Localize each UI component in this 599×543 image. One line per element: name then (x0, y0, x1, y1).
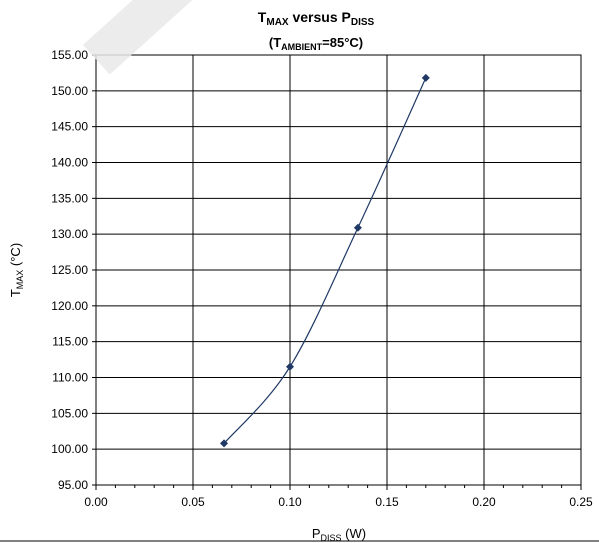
x-tick-label: 0.15 (375, 495, 399, 509)
tick-labels: 95.00 100.00 105.00 110.00 115.00 120.00 125.0… (51, 48, 593, 509)
x-tick-label: 0.05 (181, 495, 205, 509)
chart-subtitle-close: =85°C) (322, 35, 363, 50)
x-tick-label: 0.20 (472, 495, 496, 509)
data-point-marker (220, 439, 229, 448)
series-line (223, 77, 427, 444)
chart-title-mid: versus P (289, 9, 351, 25)
y-axis-label-sub: MAX (15, 270, 25, 290)
y-tick-label: 120.00 (51, 299, 88, 313)
y-tick-label: 125.00 (51, 263, 88, 277)
x-axis-label-base: P (312, 526, 321, 541)
x-axis-label-sub: DISS (321, 533, 342, 543)
chart-subtitle-open: (T (269, 35, 281, 50)
x-tick-label: 0.00 (84, 495, 108, 509)
y-tick-label: 105.00 (51, 406, 88, 420)
y-tick-label: 135.00 (51, 191, 88, 205)
series-layer (220, 73, 430, 448)
chart-title-t-sub: MAX (266, 17, 289, 28)
y-tick-label: 110.00 (52, 371, 88, 385)
y-axis-label: TMAX (°C) (8, 243, 25, 297)
y-tick-label: 155.00 (51, 48, 88, 62)
data-point-marker (286, 362, 294, 371)
y-tick-label: 150.00 (51, 84, 88, 98)
x-axis-label-rest: (W) (342, 526, 367, 541)
y-axis-label-rest: (°C) (8, 243, 23, 270)
y-tick-label: 145.00 (51, 120, 88, 134)
axis-ticks (92, 54, 582, 490)
chart-title: TMAX versus PDISS (258, 9, 375, 28)
chart-subtitle: (TAMBIENT=85°C) (269, 35, 363, 52)
data-point-marker (353, 223, 362, 232)
x-axis-label: PDISS (W) (312, 526, 366, 543)
data-point-marker (421, 73, 430, 82)
chart-title-p-sub: DISS (351, 17, 375, 28)
y-tick-label: 95.00 (58, 478, 88, 492)
chart-title-t: T (258, 9, 267, 25)
y-axis-label-base: T (8, 289, 23, 297)
y-tick-label: 115.00 (52, 335, 88, 349)
x-tick-label: 0.25 (569, 495, 593, 509)
chart-subtitle-sub: AMBIENT (281, 42, 322, 52)
x-tick-label: 0.10 (278, 495, 302, 509)
y-tick-label: 140.00 (51, 156, 88, 170)
y-tick-label: 130.00 (51, 227, 88, 241)
y-tick-label: 100.00 (51, 442, 88, 456)
